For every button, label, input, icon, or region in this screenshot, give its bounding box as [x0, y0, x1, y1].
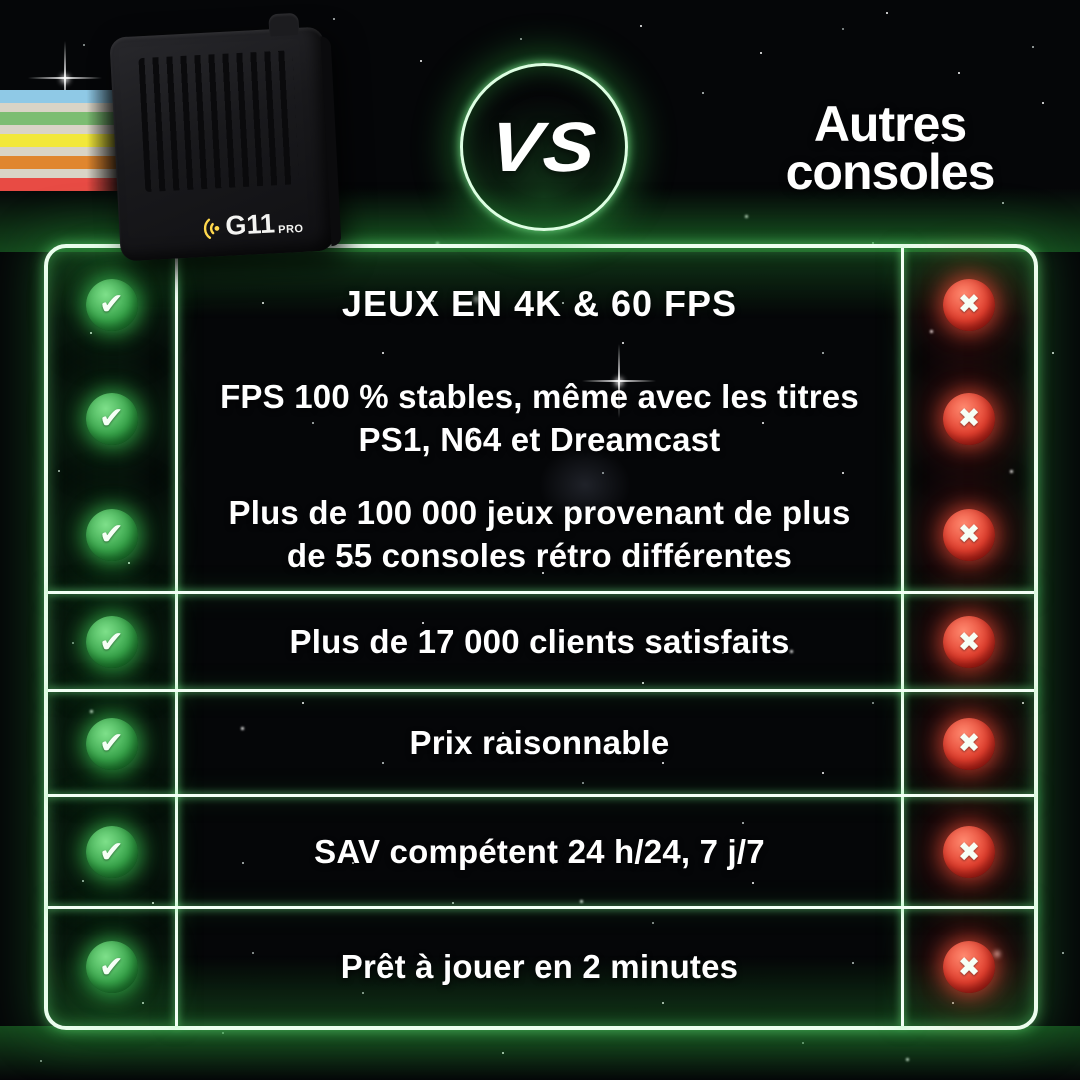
competitor-title: Autres consoles	[755, 96, 1025, 200]
starfield-bright	[0, 0, 4, 4]
cross-icon: ✖	[943, 278, 995, 331]
feature-text: Plus de 17 000 clients satisfaits	[289, 622, 790, 660]
table-row-cell: ✔	[48, 476, 175, 593]
cross-icon: ✖	[943, 392, 995, 445]
table-row-cell: Plus de 17 000 clients satisfaits	[175, 593, 904, 691]
check-glyph: ✔	[98, 402, 125, 435]
competitor-title-line2: consoles	[785, 144, 996, 200]
table-row-separator	[48, 591, 1034, 594]
check-glyph: ✔	[98, 727, 125, 760]
retro-rainbow-stripes	[0, 90, 124, 208]
cross-icon: ✖	[943, 508, 995, 561]
table-row-cell: Prix raisonnable	[175, 691, 904, 796]
table-row-separator	[48, 794, 1034, 797]
table-row-cell: ✖	[904, 908, 1034, 1026]
table-row-cell: SAV compétent 24 h/24, 7 j/7	[175, 796, 904, 908]
table-row-cell: Plus de 100 000 jeux provenant de plus d…	[175, 476, 904, 593]
cross-icon: ✖	[943, 616, 995, 668]
check-glyph: ✔	[98, 625, 125, 659]
cross-glyph: ✖	[957, 289, 981, 319]
table-row-separator	[48, 906, 1034, 909]
check-icon: ✔	[85, 278, 138, 331]
feature-text: Plus de 100 000 jeux provenant de plus d…	[228, 494, 851, 574]
cross-glyph: ✖	[957, 836, 981, 867]
table-row-cell: ✔	[48, 248, 175, 361]
check-glyph: ✔	[98, 288, 125, 321]
console-logo: G11 PRO	[119, 207, 334, 245]
check-icon: ✔	[85, 826, 138, 878]
cross-glyph: ✖	[957, 519, 981, 549]
comparison-table: ✔ JEUX EN 4K & 60 FPS ✖ ✔ FPS 100 % stab…	[44, 244, 1038, 1030]
table-row-cell: ✖	[904, 361, 1034, 476]
vs-badge: VS	[460, 63, 628, 231]
table-row-cell: ✔	[48, 691, 175, 796]
wifi-arcs-icon	[203, 218, 220, 239]
green-glow-bottom	[0, 1026, 1080, 1080]
table-row-cell: ✖	[904, 593, 1034, 691]
g11-pro-console-image: G11 PRO	[109, 12, 342, 262]
table-row-cell: ✔	[48, 593, 175, 691]
check-icon: ✔	[85, 941, 138, 993]
table-row-separator	[48, 689, 1034, 692]
table-row-cell: JEUX EN 4K & 60 FPS	[175, 248, 904, 361]
check-glyph: ✔	[98, 518, 125, 551]
comparison-table-grid: ✔ JEUX EN 4K & 60 FPS ✖ ✔ FPS 100 % stab…	[48, 248, 1034, 1026]
table-row-cell: ✔	[48, 908, 175, 1026]
star-flare	[582, 344, 656, 418]
table-row-cell: ✔	[48, 361, 175, 476]
cross-glyph: ✖	[957, 728, 981, 758]
product-suffix: PRO	[277, 222, 304, 237]
cross-icon: ✖	[943, 941, 995, 993]
product-name: G11	[224, 208, 276, 241]
check-icon: ✔	[85, 392, 138, 445]
cross-glyph: ✖	[957, 403, 981, 433]
console-vents	[138, 50, 300, 193]
feature-text: JEUX EN 4K & 60 FPS	[341, 283, 738, 325]
competitor-title-line1: Autres	[813, 96, 967, 152]
feature-text: FPS 100 % stables, même avec les titres …	[220, 378, 859, 458]
check-icon: ✔	[85, 508, 138, 561]
table-row-cell: ✖	[904, 476, 1034, 593]
table-row-cell: ✖	[904, 691, 1034, 796]
check-glyph: ✔	[98, 950, 125, 984]
table-column-separator	[175, 248, 178, 1026]
check-icon: ✔	[85, 717, 138, 770]
table-row-cell: Prêt à jouer en 2 minutes	[175, 908, 904, 1026]
check-icon: ✔	[85, 616, 138, 668]
cross-icon: ✖	[943, 826, 995, 878]
console-antenna	[268, 12, 300, 37]
table-row-cell: ✔	[48, 796, 175, 908]
vs-label: VS	[486, 108, 602, 186]
feature-text: Prêt à jouer en 2 minutes	[340, 947, 739, 985]
cross-icon: ✖	[943, 717, 995, 770]
nebula-smudge	[520, 430, 650, 540]
star-flare	[28, 41, 102, 115]
cross-glyph: ✖	[957, 951, 981, 982]
feature-text: SAV compétent 24 h/24, 7 j/7	[314, 832, 765, 870]
check-glyph: ✔	[98, 835, 125, 869]
feature-text: Prix raisonnable	[409, 724, 670, 762]
table-row-cell: ✖	[904, 796, 1034, 908]
table-column-separator	[901, 248, 904, 1026]
table-row-cell: FPS 100 % stables, même avec les titres …	[175, 361, 904, 476]
cross-glyph: ✖	[957, 626, 981, 657]
table-row-cell: ✖	[904, 248, 1034, 361]
